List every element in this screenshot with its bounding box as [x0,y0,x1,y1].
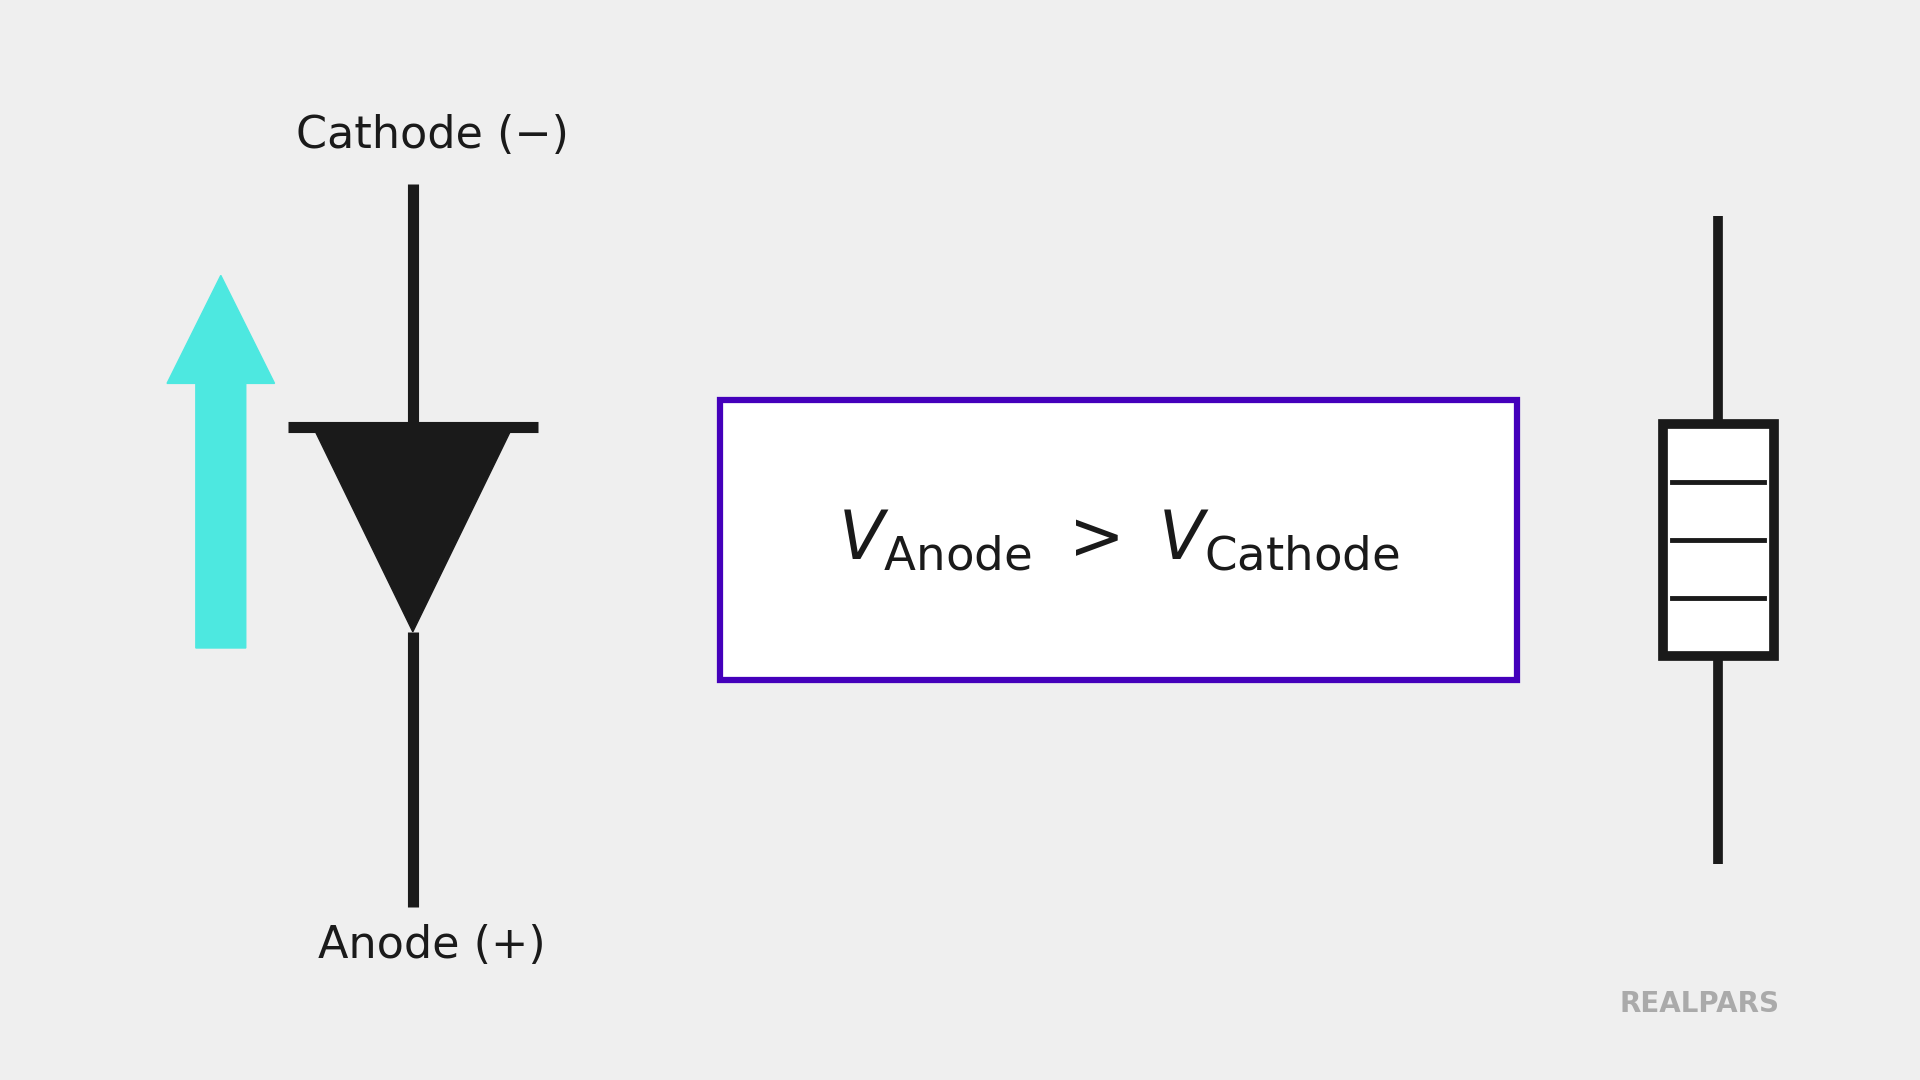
Text: $V_{\mathrm{Anode}}\ >\ V_{\mathrm{Cathode}}$: $V_{\mathrm{Anode}}\ >\ V_{\mathrm{Catho… [837,507,1400,573]
Text: Cathode (−): Cathode (−) [296,113,568,157]
Polygon shape [167,275,275,648]
Polygon shape [313,427,513,632]
Text: Anode (+): Anode (+) [319,923,545,967]
Bar [1663,423,1774,656]
FancyBboxPatch shape [720,400,1517,680]
Text: REALPARS: REALPARS [1619,990,1780,1018]
